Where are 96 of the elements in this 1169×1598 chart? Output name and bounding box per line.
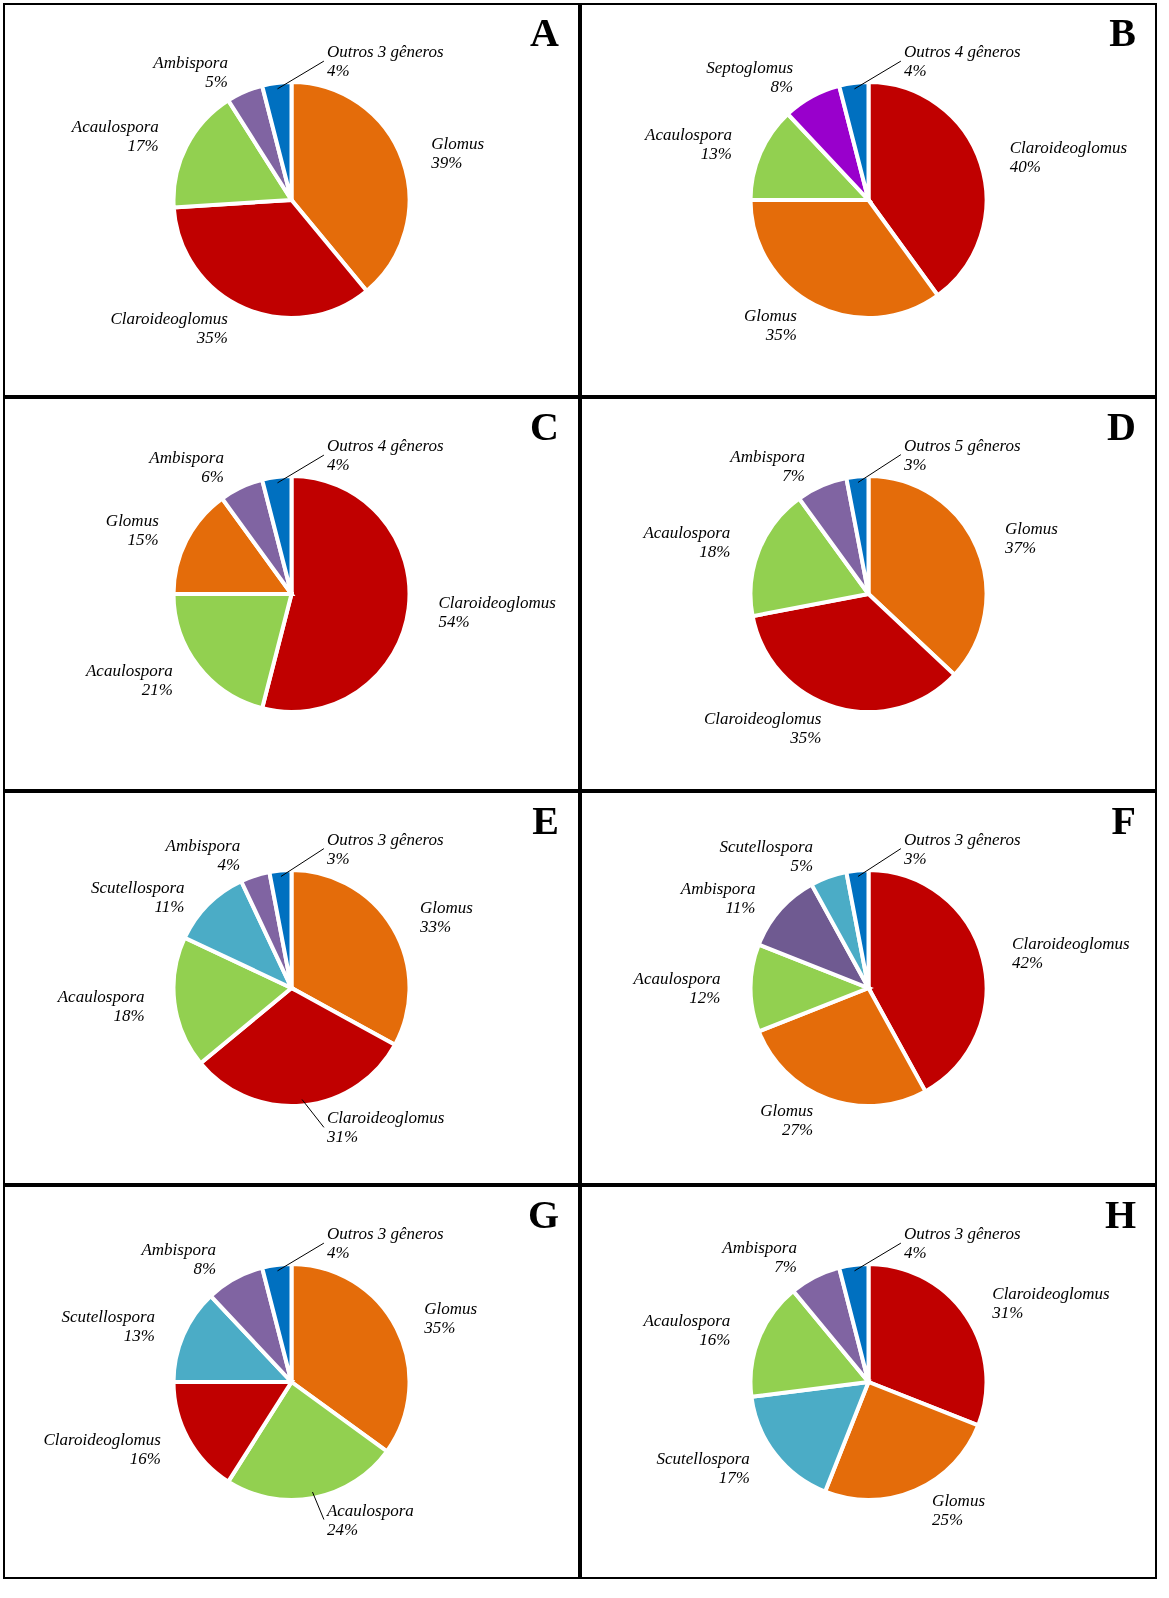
slice-label: Glomus — [424, 1299, 478, 1319]
data-label: 4% — [903, 1243, 927, 1263]
slice-label: Claroideoglomus — [992, 1284, 1111, 1304]
data-label: 18% — [699, 542, 731, 562]
data-label: 35% — [423, 1318, 456, 1338]
chart-title: B — [1109, 10, 1136, 55]
data-label: 24% — [326, 1519, 359, 1539]
slice-label: Ambispora — [148, 448, 224, 468]
data-label: 11% — [725, 898, 756, 918]
slice-label: Ambispora — [721, 1238, 797, 1258]
data-label: 35% — [764, 324, 797, 344]
slice-label: Claroideoglomus — [704, 709, 822, 729]
data-label: 13% — [123, 1326, 156, 1346]
slice-label: Claroideoglomus — [438, 592, 557, 612]
data-label: 3% — [902, 454, 927, 474]
slice-label: Claroideoglomus — [110, 309, 229, 329]
slice-label: Outros 3 gêneros — [326, 1224, 445, 1244]
chart-title: H — [1104, 1192, 1136, 1237]
chart-title: E — [532, 798, 559, 843]
data-label: 8% — [193, 1259, 217, 1279]
slice-label: Scutellospora — [719, 837, 814, 857]
slice-label: Outros 5 gêneros — [903, 435, 1022, 455]
slice-label: Outros 3 gêneros — [903, 829, 1022, 849]
slice-label: Outros 3 gêneros — [326, 42, 445, 62]
data-label: 4% — [217, 854, 241, 874]
data-label: 8% — [770, 77, 794, 97]
slice-label: Glomus — [420, 897, 474, 917]
data-label: 4% — [326, 455, 350, 475]
slice-label: Acaulospora — [642, 1311, 731, 1331]
data-label: 37% — [1003, 538, 1037, 558]
data-label: 31% — [991, 1303, 1024, 1323]
slice-label: Outros 3 gêneros — [903, 1224, 1022, 1244]
data-label: 4% — [326, 1243, 350, 1263]
slice-label: Outros 4 gêneros — [903, 42, 1022, 62]
chart-title: D — [1107, 404, 1136, 449]
slice-label: Outros 3 gêneros — [326, 829, 445, 849]
chart-title: F — [1111, 798, 1136, 843]
data-label: 25% — [932, 1510, 964, 1530]
data-label: 5% — [790, 856, 814, 876]
data-label: 16% — [699, 1330, 731, 1350]
data-label: 31% — [325, 1127, 359, 1147]
slice-label: Glomus — [105, 511, 160, 531]
slice-label: Acaulospora — [644, 125, 733, 145]
slice-label: Claroideoglomus — [1009, 137, 1128, 157]
data-label: 16% — [129, 1449, 161, 1469]
slice-label: Claroideoglomus — [326, 1108, 445, 1128]
data-label: 3% — [902, 848, 927, 868]
data-label: 21% — [141, 679, 173, 699]
data-label: 42% — [1012, 953, 1044, 973]
chart-title: A — [530, 10, 560, 55]
slice-label: Acaulospora — [325, 1500, 414, 1520]
slice-label: Acaulospora — [70, 117, 159, 137]
data-label: 17% — [718, 1467, 750, 1487]
slice-label: Acaulospora — [84, 660, 173, 680]
slice-label: Outros 4 gêneros — [326, 436, 445, 456]
data-label: 35% — [789, 728, 822, 748]
slice-label: Claroideoglomus — [43, 1430, 162, 1450]
chart-title: G — [527, 1192, 559, 1237]
data-label: 15% — [127, 530, 159, 550]
slice-label: Acaulospora — [632, 969, 721, 988]
slice-label: Glomus — [744, 305, 798, 325]
slice-label: Scutellospora — [61, 1307, 156, 1327]
slice-label: Claroideoglomus — [1012, 934, 1130, 954]
slice-label: Glomus — [1004, 519, 1059, 539]
slice-label: Ambispora — [140, 1240, 217, 1260]
data-label: 40% — [1009, 156, 1041, 176]
slice-label: Acaulospora — [642, 523, 731, 543]
slice-label: Ambispora — [152, 52, 228, 72]
slice-label: Acaulospora — [56, 986, 145, 1006]
slice-label: Scutellospora — [91, 877, 185, 897]
slice-label: Ambispora — [679, 879, 756, 899]
data-label: 13% — [700, 144, 733, 164]
slice-label: Ambispora — [164, 835, 241, 855]
data-label: 27% — [781, 1119, 814, 1139]
data-label: 5% — [205, 71, 228, 91]
data-label: 33% — [419, 916, 452, 936]
data-label: 7% — [774, 1257, 797, 1277]
data-label: 4% — [903, 61, 927, 81]
slice-label: Scutellospora — [656, 1448, 750, 1468]
data-label: 3% — [325, 848, 350, 868]
data-label: 18% — [113, 1005, 145, 1025]
slice-label: Septoglomus — [706, 58, 794, 78]
slice-label: Glomus — [760, 1100, 814, 1120]
data-label: 6% — [201, 467, 224, 487]
data-label: 4% — [326, 61, 350, 81]
data-label: 11% — [154, 896, 185, 916]
data-label: 17% — [127, 136, 159, 156]
data-label: 39% — [430, 152, 463, 172]
data-label: 12% — [689, 988, 721, 1007]
slice-label: Glomus — [932, 1491, 986, 1511]
chart-title: C — [530, 404, 559, 449]
slice-label: Ambispora — [729, 446, 805, 466]
data-label: 54% — [438, 611, 470, 631]
data-label: 35% — [195, 328, 228, 348]
slice-label: Glomus — [431, 133, 485, 153]
data-label: 7% — [782, 465, 805, 485]
